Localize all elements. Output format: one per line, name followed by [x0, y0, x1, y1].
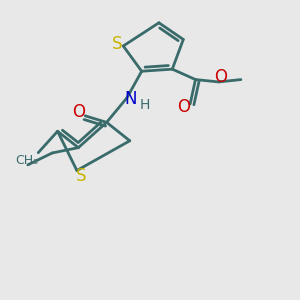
Text: S: S	[76, 167, 86, 185]
Text: CH₃: CH₃	[15, 154, 38, 167]
Text: N: N	[124, 90, 136, 108]
Text: O: O	[72, 103, 85, 121]
Text: O: O	[177, 98, 190, 116]
Text: H: H	[140, 98, 150, 112]
Text: O: O	[214, 68, 227, 85]
Text: S: S	[112, 34, 122, 52]
